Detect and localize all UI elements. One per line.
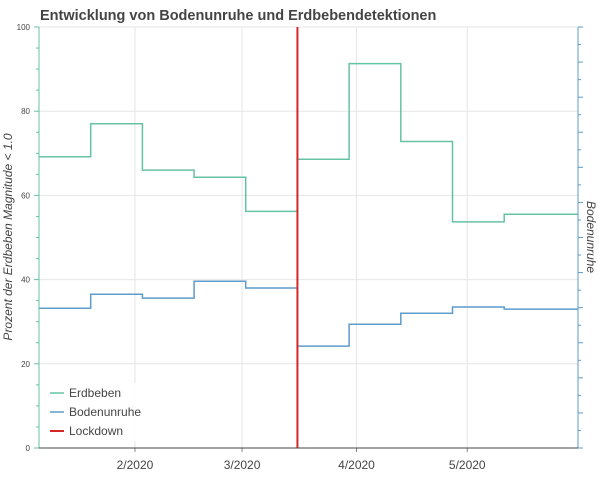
x-tick-label: 4/2020: [338, 458, 375, 472]
y-tick-label: 100: [17, 23, 31, 32]
x-tick-label: 5/2020: [449, 458, 486, 472]
grid: [39, 26, 578, 449]
y-tick-label: 40: [21, 276, 30, 285]
legend-label: Bodenunruhe: [69, 405, 141, 419]
axes: 0 20 40 60 80 100 2/2020 3/2020 4/2020 5/2020: [17, 23, 583, 472]
x-tick-label: 2/2020: [117, 458, 154, 472]
series-layer: [39, 27, 578, 448]
chart-title: Entwicklung von Bodenunruhe und Erdbeben…: [40, 8, 436, 24]
legend: Erdbeben Bodenunruhe Lockdown: [44, 383, 150, 441]
y-tick-label: 0: [26, 444, 31, 453]
series-line-erdbeben: [39, 62, 578, 223]
y2-axis-label: Bodenunruhe: [584, 201, 598, 273]
series-line-bodenunruhe: [39, 280, 578, 347]
y-tick-label: 80: [21, 107, 30, 116]
legend-label: Erdbeben: [69, 386, 121, 400]
y-tick-label: 20: [21, 360, 30, 369]
y-axis-label: Prozent der Erdbeben Magnitude < 1.0: [1, 133, 15, 340]
x-tick-label: 3/2020: [224, 458, 261, 472]
legend-label: Lockdown: [69, 424, 123, 438]
y-tick-label: 60: [21, 191, 30, 200]
